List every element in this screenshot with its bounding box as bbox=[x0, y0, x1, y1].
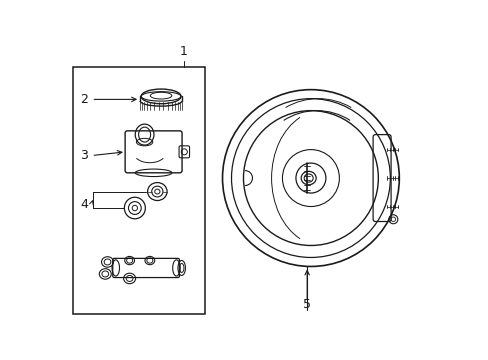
Text: 3: 3 bbox=[80, 149, 88, 162]
Text: 2: 2 bbox=[80, 93, 88, 106]
Text: 1: 1 bbox=[179, 45, 187, 58]
Bar bbox=[73, 67, 204, 314]
Text: 5: 5 bbox=[303, 298, 310, 311]
Text: 4: 4 bbox=[80, 198, 88, 211]
